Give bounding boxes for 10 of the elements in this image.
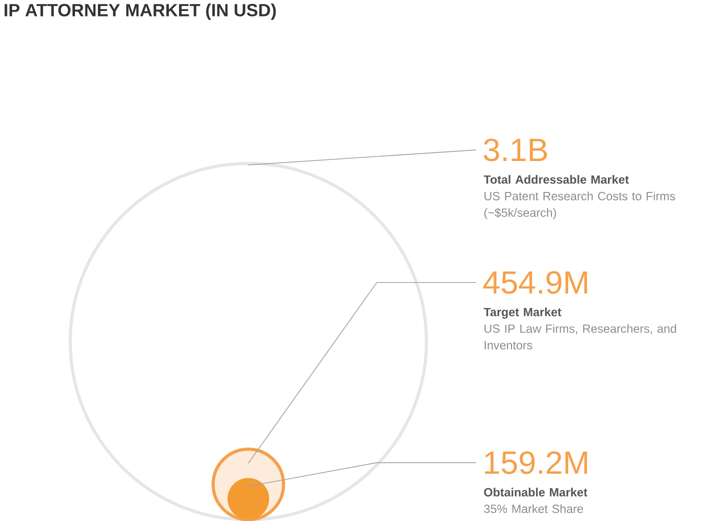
text: IP ATTORNEY MARKET (IN USD) <box>4 3 276 20</box>
category-label: Total Addressable Market <box>484 174 629 184</box>
category-label: Target Market <box>484 307 562 319</box>
data-label: 159.2M <box>485 451 588 474</box>
text: US IP Law Firms, Researchers, and Inventors <box>484 324 676 350</box>
data-label: 3.1B <box>484 138 547 162</box>
text: US Patent Research Costs to Firms (~$5k/search) <box>484 191 676 220</box>
text: 35% Market Share <box>484 504 584 513</box>
category-label: Obtainable Market <box>484 488 588 496</box>
data-label: 454.9M <box>483 271 588 294</box>
